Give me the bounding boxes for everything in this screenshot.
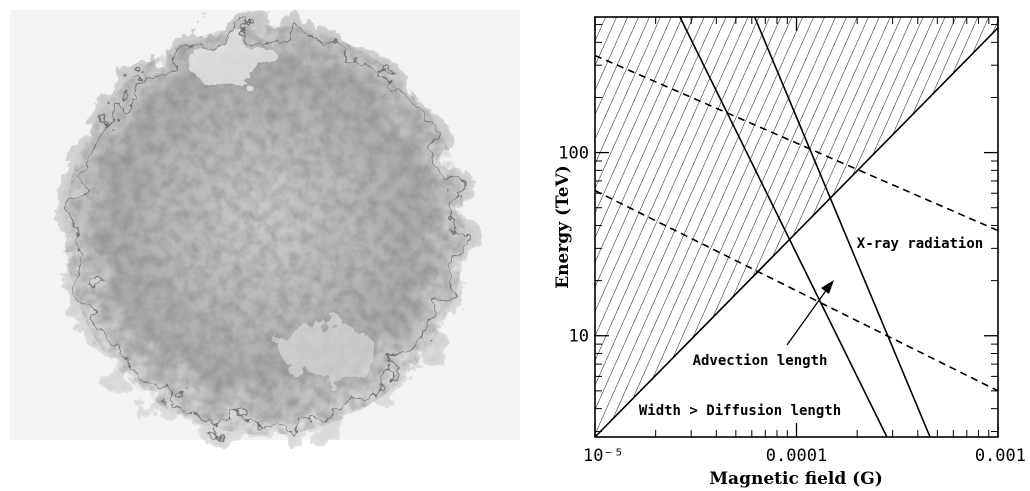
series-line [679,16,888,438]
annotation: Width > Diffusion length [639,403,841,419]
plot-frame [594,16,999,438]
remnant-image [10,10,520,440]
y-axis-label: Energy (TeV) [553,165,573,289]
series-line [594,54,999,232]
series-line [594,27,999,438]
annotation: Advection length [693,353,828,369]
series-line [753,16,931,438]
arrow [786,280,834,346]
hatched-region [595,17,998,437]
x-tick-label: 10⁻⁵ [583,446,624,466]
series-line [594,189,999,392]
y-tick-label: 100 [558,144,589,164]
chart: 100 10 0.001 0.0001 10⁻⁵ Energy (TeV) Magnet… [553,16,1026,489]
x-axis-label: Magnetic field (G) [709,469,883,489]
annotation: X-ray radiation [857,236,983,252]
x-tick-label: 0.0001 [766,446,827,466]
x-tick-label: 0.001 [975,446,1026,466]
y-tick-label: 10 [569,327,589,347]
